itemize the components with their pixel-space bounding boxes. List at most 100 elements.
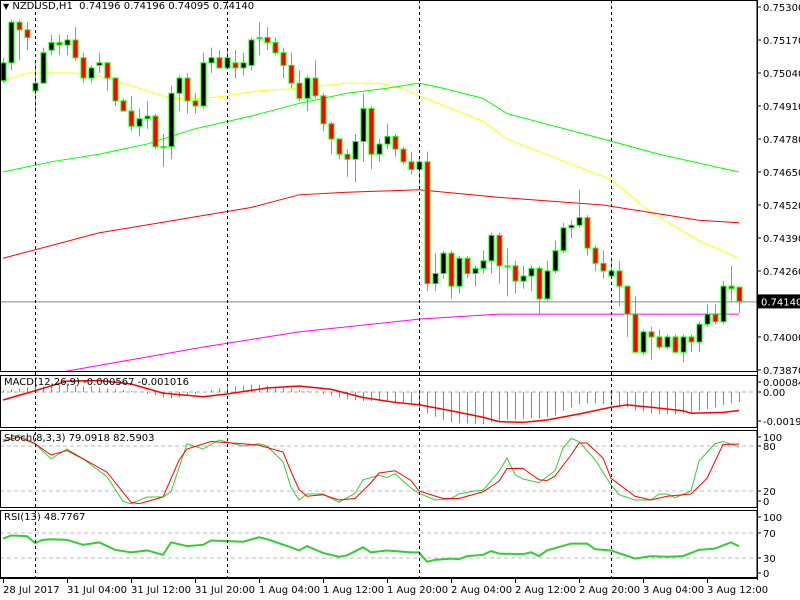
time-axis-label: 2 Aug 20:00	[579, 585, 640, 596]
stoch-axis-label: 80	[763, 442, 776, 453]
bull-candle-body	[568, 224, 575, 229]
bear-candle-body	[592, 247, 599, 264]
time-axis-label: 1 Aug 20:00	[387, 585, 448, 596]
stoch-axis-label: 20	[763, 487, 776, 498]
candle	[672, 334, 679, 353]
candle	[680, 334, 687, 363]
candle	[592, 245, 599, 271]
macd-axis-label: 0.000847	[763, 378, 800, 389]
candle	[640, 329, 647, 355]
bear-candle-body	[448, 252, 455, 287]
bear-candle-body	[328, 123, 335, 140]
rsi-label: RSI(13) 48.7767	[4, 512, 86, 523]
bear-candle-body	[232, 62, 239, 69]
bull-candle-body	[432, 272, 439, 285]
bull-candle-body	[240, 62, 247, 69]
candle	[72, 27, 79, 61]
candle	[400, 146, 407, 165]
candle	[152, 113, 159, 150]
candle	[696, 321, 703, 353]
bull-candle-body	[208, 57, 215, 64]
candle	[560, 222, 567, 254]
time-axis-label: 3 Aug 04:00	[643, 585, 704, 596]
moving-average-line	[2, 72, 740, 259]
candle	[448, 250, 455, 299]
bear-candle-body	[392, 135, 399, 150]
current-price-label: 0.74140	[761, 297, 800, 308]
bull-candle-body	[248, 39, 255, 66]
bull-candle-body	[384, 135, 391, 145]
candle	[296, 70, 303, 101]
bear-candle-body	[152, 115, 159, 148]
candle	[336, 138, 343, 160]
bull-candle-body	[376, 143, 383, 155]
candle	[200, 52, 207, 109]
candle	[64, 34, 71, 56]
bull-candle-body	[576, 217, 583, 226]
bull-candle-body	[40, 52, 47, 84]
bear-candle-body	[344, 153, 351, 160]
stoch-main-line	[2, 434, 740, 505]
bull-candle-body	[552, 250, 559, 272]
bear-candle-body	[112, 77, 119, 102]
candle	[656, 329, 663, 350]
candle	[616, 260, 623, 307]
candle	[344, 149, 351, 178]
bear-candle-body	[336, 138, 343, 155]
bear-candle-body	[312, 77, 319, 97]
bull-candle-body	[144, 115, 151, 120]
bull-candle-body	[256, 36, 263, 39]
candle	[112, 77, 119, 106]
bear-candle-body	[368, 108, 375, 155]
candle	[320, 93, 327, 132]
candle	[24, 22, 31, 51]
rsi-pane-border	[0, 510, 758, 578]
bull-candle-body	[48, 42, 55, 51]
candle	[728, 265, 735, 302]
bear-candle-body	[80, 57, 87, 79]
bear-candle-body	[56, 42, 63, 46]
candle	[216, 50, 223, 69]
candle	[664, 334, 671, 350]
candle	[56, 34, 63, 56]
bull-candle-body	[520, 275, 527, 282]
candle	[96, 52, 103, 73]
time-axis-label: 28 Jul 2017	[3, 585, 60, 596]
candle	[256, 22, 263, 56]
candle	[624, 285, 631, 337]
time-axis-label: 1 Aug 04:00	[259, 585, 320, 596]
bull-candle-body	[456, 257, 463, 287]
bull-candle-body	[0, 62, 7, 82]
bear-candle-body	[296, 82, 303, 99]
candle	[456, 255, 463, 294]
candle	[264, 27, 271, 51]
candle	[280, 47, 287, 79]
rsi-axis-label: 30	[763, 554, 776, 565]
candle	[520, 265, 527, 289]
bear-candle-body	[72, 39, 79, 59]
candle	[408, 151, 415, 175]
candle	[712, 303, 719, 325]
rsi-axis-label: 100	[763, 513, 782, 524]
macd-axis-label: -0.001961	[763, 417, 800, 428]
stoch-label: Stoch(8,3,3) 79.0918 82.5903	[4, 433, 155, 444]
candle	[128, 95, 135, 132]
candle	[608, 260, 615, 279]
candle	[392, 133, 399, 157]
macd-label: MACD(12,26,9) -0.000567 -0.001016	[4, 377, 189, 388]
bear-candle-body	[624, 285, 631, 315]
candle	[144, 100, 151, 129]
bull-candle-body	[544, 270, 551, 300]
candle	[232, 50, 239, 79]
main-pane	[0, 19, 757, 372]
bear-candle-body	[272, 42, 279, 54]
bull-candle-body	[704, 313, 711, 325]
bear-candle-body	[408, 161, 415, 170]
triangle-down-icon[interactable]: ▼	[3, 2, 10, 11]
bear-candle-body	[464, 257, 471, 274]
time-axis-label: 2 Aug 12:00	[515, 585, 576, 596]
candle	[504, 248, 511, 297]
